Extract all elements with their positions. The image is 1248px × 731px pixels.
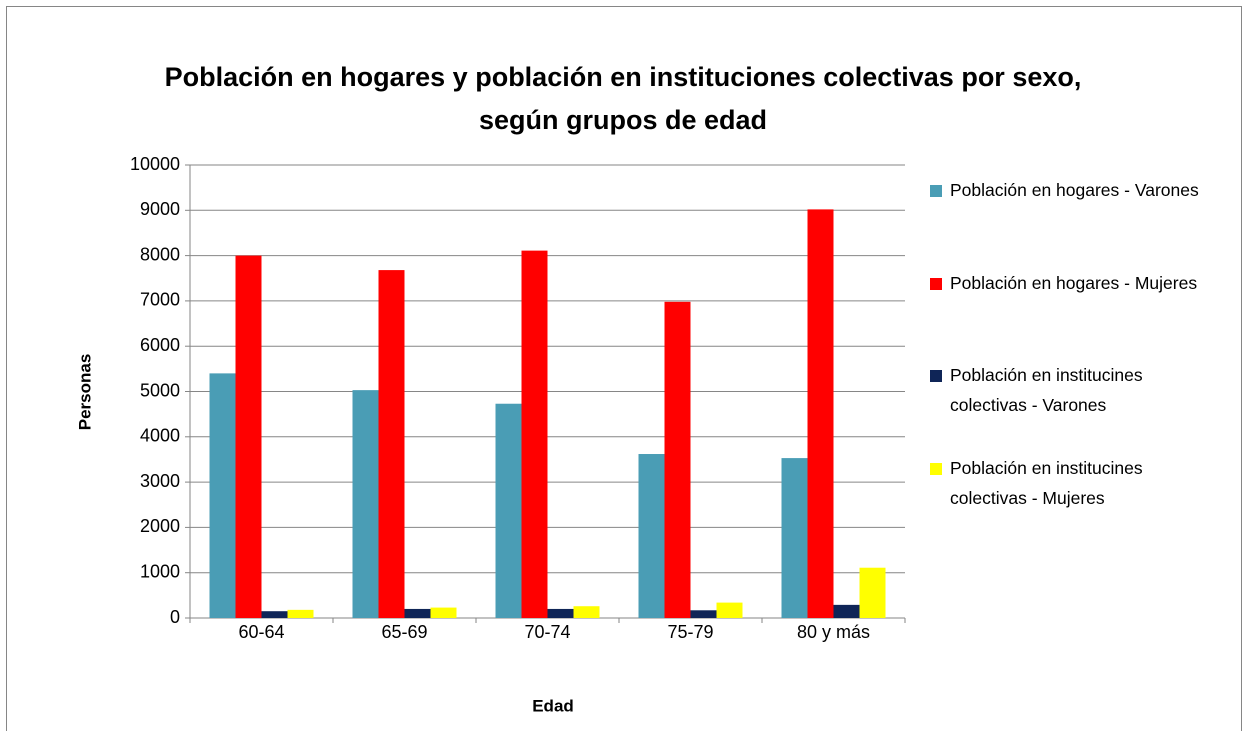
- bar: [573, 606, 600, 618]
- legend-item: Población en hogares - Varones: [930, 175, 1200, 205]
- y-tick-label: 4000: [140, 426, 180, 446]
- legend-swatch: [930, 277, 942, 290]
- legend-label: Población en hogares - Mujeres: [950, 272, 1198, 293]
- bar: [664, 301, 691, 618]
- bar: [638, 454, 665, 618]
- bar: [781, 458, 808, 618]
- x-tick-label: 65-69: [381, 622, 427, 642]
- y-tick-label: 10000: [130, 154, 180, 174]
- y-tick-label: 3000: [140, 471, 180, 491]
- bar: [261, 611, 288, 618]
- x-tick-label: 75-79: [667, 622, 713, 642]
- bar: [859, 567, 886, 618]
- legend-item: Población en institucines colectivas - M…: [930, 453, 1200, 513]
- bar: [690, 610, 717, 618]
- bar: [235, 255, 262, 618]
- legend-item: Población en institucines colectivas - V…: [930, 360, 1200, 420]
- x-axis-label: Edad: [532, 696, 574, 715]
- bar: [352, 390, 379, 618]
- x-tick-label: 70-74: [524, 622, 570, 642]
- bar: [833, 604, 860, 618]
- legend-label: Población en institucines colectivas - V…: [950, 365, 1143, 415]
- chart-title: Población en hogares y población en inst…: [164, 62, 1082, 135]
- legend-swatch: [930, 462, 942, 475]
- bar: [495, 403, 522, 618]
- y-tick-label: 8000: [140, 244, 180, 264]
- bar: [378, 270, 405, 618]
- y-tick-label: 1000: [140, 561, 180, 581]
- y-tick-label: 0: [170, 607, 180, 627]
- bar: [209, 373, 236, 618]
- bar: [521, 250, 548, 618]
- y-tick-label: 7000: [140, 290, 180, 310]
- x-tick-label: 80 y más: [797, 622, 870, 642]
- bar: [807, 209, 834, 619]
- x-tick-label: 60-64: [238, 622, 284, 642]
- legend-label: Población en hogares - Varones: [950, 180, 1199, 200]
- legend-label: Población en institucines colectivas - M…: [950, 457, 1143, 508]
- y-axis-label: Personas: [75, 354, 94, 431]
- bar: [404, 608, 431, 618]
- y-tick-label: 2000: [140, 516, 180, 536]
- legend-swatch: [930, 185, 942, 197]
- bar: [287, 609, 314, 618]
- bar: [547, 608, 574, 618]
- chart-border: [6, 6, 1242, 731]
- legend-swatch: [930, 370, 942, 382]
- y-tick-label: 6000: [140, 335, 180, 355]
- y-tick-label: 9000: [140, 199, 180, 219]
- y-tick-label: 5000: [140, 380, 180, 400]
- legend-item: Población en hogares - Mujeres: [930, 268, 1200, 298]
- bar: [716, 602, 743, 618]
- bar: [430, 607, 457, 618]
